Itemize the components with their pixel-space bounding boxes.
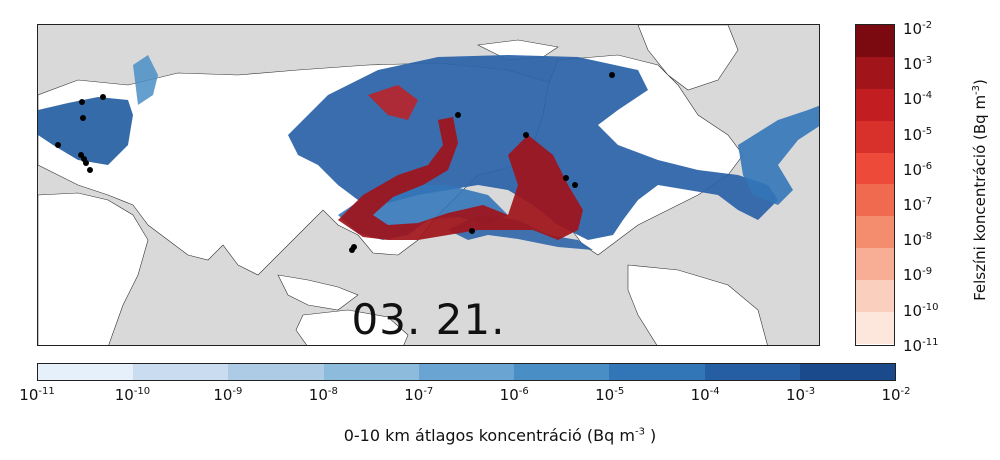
column-colorbar-label-tail: ) (644, 426, 657, 445)
column-colorbar-tick: 10-2 (881, 386, 911, 404)
column-colorbar-segment (799, 364, 895, 380)
station-marker (100, 94, 106, 100)
surface-colorbar-segment (856, 184, 894, 217)
surface-colorbar-segment (856, 248, 894, 281)
surface-colorbar-tick: 10-6 (903, 160, 933, 179)
surface-colorbar-tick: 10-2 (903, 20, 933, 38)
station-marker (87, 167, 93, 173)
australia-land (295, 309, 409, 345)
station-marker (80, 115, 86, 121)
column-colorbar-segment (704, 364, 800, 380)
surface-colorbar-label-exp: -3 (971, 84, 982, 95)
greenland-land (637, 25, 739, 91)
surface-colorbar-segment (856, 56, 894, 89)
column-colorbar-tick: 10-9 (213, 386, 243, 404)
station-marker (55, 142, 61, 148)
surface-colorbar (855, 24, 895, 346)
column-colorbar-tick: 10-7 (404, 386, 434, 404)
station-marker (351, 244, 357, 250)
map-canvas (38, 25, 819, 345)
surface-colorbar-segment (856, 280, 894, 313)
column-colorbar-tick: 10-5 (595, 386, 625, 404)
surface-colorbar-label-base: Felszíni koncentráció (Bq m (971, 94, 989, 301)
station-marker (609, 72, 615, 78)
surface-colorbar-tick: 10-5 (903, 125, 933, 144)
station-marker (572, 182, 578, 188)
surface-colorbar-tick: 10-3 (903, 55, 933, 74)
africa-land (38, 192, 149, 345)
column-colorbar-tick: 10-3 (786, 386, 816, 404)
column-colorbar-segment (133, 364, 229, 380)
column-colorbar-label-base: 0-10 km átlagos koncentráció (Bq m (343, 426, 635, 445)
measurement-stations (55, 72, 615, 253)
column-colorbar-segment (418, 364, 515, 380)
station-marker (455, 112, 461, 118)
surface-colorbar-tick: 10-9 (903, 266, 933, 285)
column-colorbar-segment (323, 364, 419, 380)
column-colorbar-tick: 10-8 (308, 386, 338, 404)
column-colorbar-segment (228, 364, 324, 380)
column-colorbar-segment (609, 364, 705, 380)
column-colorbar-tick: 10-11 (19, 386, 55, 404)
column-colorbar-label: 0-10 km átlagos koncentráció (Bq m-3 ) (0, 426, 1000, 445)
column-colorbar-tick: 10-6 (499, 386, 529, 404)
station-marker (83, 160, 89, 166)
surface-colorbar-tick: 10-10 (903, 301, 939, 320)
surface-concentration-plume (338, 85, 583, 240)
surface-colorbar-segment (856, 152, 894, 185)
station-marker (523, 132, 529, 138)
plume-atlantic (738, 105, 819, 205)
station-marker (563, 175, 569, 181)
surface-colorbar-segment (856, 25, 894, 57)
surface-colorbar-tick: 10-4 (903, 90, 933, 109)
surface-colorbar-segment (856, 312, 894, 344)
station-marker (469, 228, 475, 234)
plume-core (38, 97, 133, 165)
surface-colorbar-tick: 10-11 (903, 336, 939, 355)
column-colorbar-segment (514, 364, 610, 380)
southeast-asia-islands (277, 274, 359, 311)
surface-colorbar-tick: 10-8 (903, 231, 933, 250)
surface-north (368, 85, 418, 120)
column-colorbar-tick: 10-10 (114, 386, 151, 404)
surface-colorbar-segment (856, 88, 894, 121)
surface-colorbar-segment (856, 120, 894, 153)
column-colorbar-segment (38, 364, 134, 380)
date-label: 03. 21. (351, 295, 506, 344)
surface-colorbar-label-tail: ) (971, 79, 989, 85)
surface-colorbar-tick: 10-7 (903, 196, 933, 214)
world-map: 03. 21. (37, 24, 820, 346)
surface-colorbar-label: Felszíni koncentráció (Bq m-3) (971, 79, 989, 301)
plume-east-pacific (133, 55, 158, 105)
column-colorbar-tick: 10-4 (690, 386, 720, 404)
south-america-land (627, 264, 768, 345)
column-colorbar-label-exp: -3 (634, 426, 645, 438)
surface-core (338, 117, 583, 240)
surface-colorbar-segment (856, 216, 894, 249)
column-colorbar (37, 363, 896, 381)
station-marker (79, 99, 85, 105)
